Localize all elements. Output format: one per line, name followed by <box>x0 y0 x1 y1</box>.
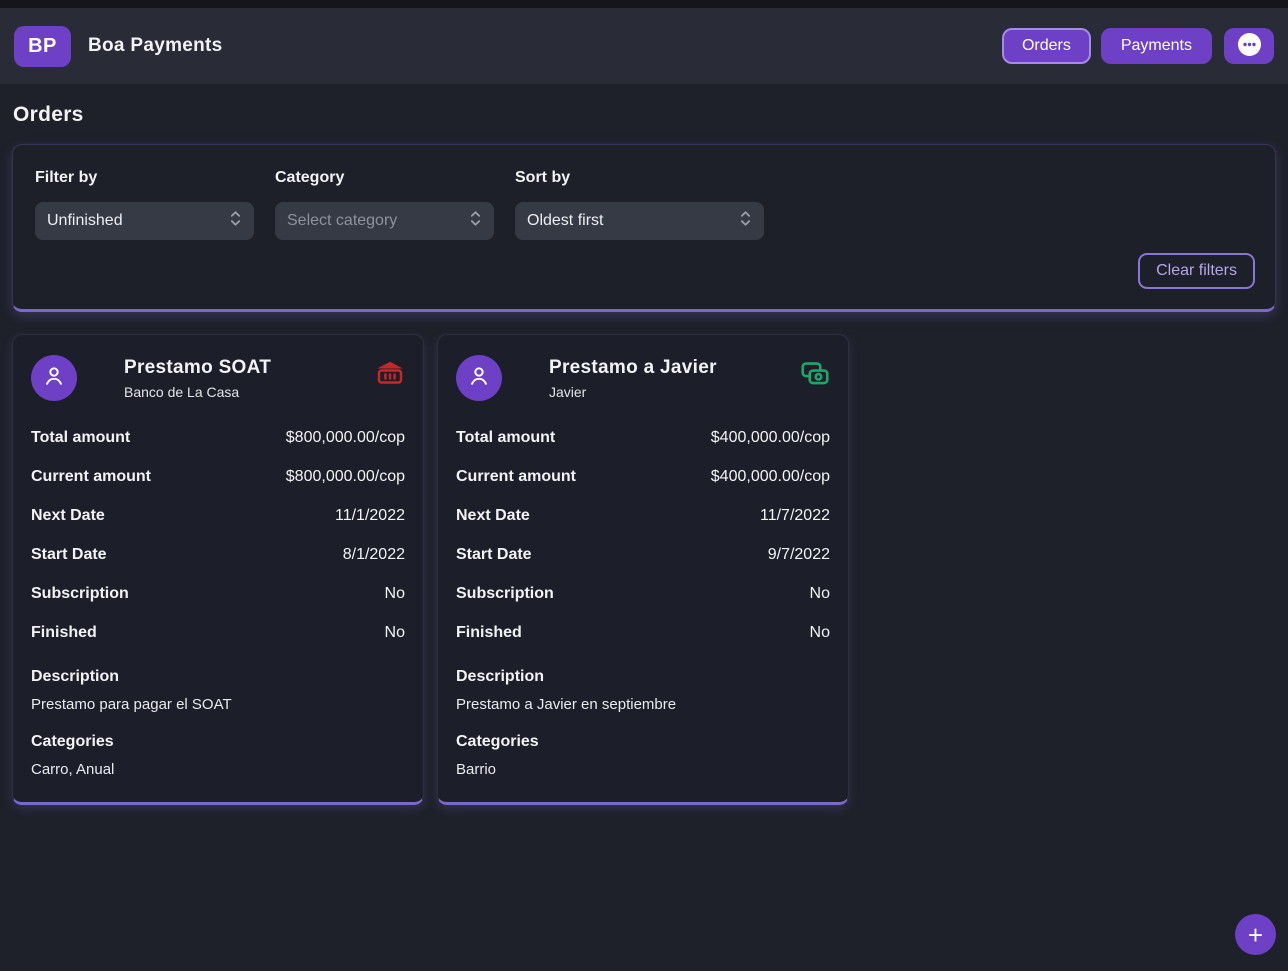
category-placeholder: Select category <box>287 212 398 229</box>
detail-row: Total amount $400,000.00/cop <box>456 418 830 457</box>
categories-text: Barrio <box>456 761 497 778</box>
chevron-up-down-icon <box>739 208 752 234</box>
sort-by-label: Sort by <box>515 169 571 186</box>
sort-by-select[interactable]: Oldest first <box>515 202 764 240</box>
detail-label: Current amount <box>31 467 151 485</box>
detail-label: Subscription <box>456 584 554 602</box>
person-icon <box>466 363 492 394</box>
detail-value: 9/7/2022 <box>767 545 830 563</box>
detail-row: Next Date 11/1/2022 <box>31 496 405 535</box>
categories-section: Categories Carro, Anual <box>31 727 405 782</box>
avatar <box>31 355 77 401</box>
detail-value: 8/1/2022 <box>342 545 405 563</box>
more-menu-button[interactable] <box>1224 28 1274 64</box>
sort-by-value: Oldest first <box>527 212 604 229</box>
order-subtitle: Banco de La Casa <box>124 383 240 400</box>
description-label: Description <box>31 668 120 685</box>
detail-value: $800,000.00/cop <box>285 428 405 446</box>
detail-value: $800,000.00/cop <box>285 467 405 485</box>
chevron-up-down-icon <box>469 208 482 234</box>
detail-row: Finished No <box>456 613 830 652</box>
window-top-strip <box>0 0 1288 8</box>
category-group: Category Select category <box>275 169 494 240</box>
avatar <box>456 355 502 401</box>
cash-icon <box>800 359 830 394</box>
detail-value: $400,000.00/cop <box>710 467 830 485</box>
filter-by-label: Filter by <box>35 169 98 186</box>
description-text: Prestamo a Javier en septiembre <box>456 696 677 713</box>
detail-row: Next Date 11/7/2022 <box>456 496 830 535</box>
person-icon <box>41 363 67 394</box>
filter-by-group: Filter by Unfinished <box>35 169 254 240</box>
filter-by-value: Unfinished <box>47 212 123 229</box>
description-text: Prestamo para pagar el SOAT <box>31 696 232 713</box>
filter-panel: Filter by Unfinished Category Select cat… <box>12 144 1276 312</box>
detail-label: Subscription <box>31 584 129 602</box>
detail-row: Subscription No <box>31 574 405 613</box>
categories-section: Categories Barrio <box>456 727 830 782</box>
detail-label: Finished <box>31 623 97 641</box>
detail-row: Start Date 9/7/2022 <box>456 535 830 574</box>
filter-by-select[interactable]: Unfinished <box>35 202 254 240</box>
category-select[interactable]: Select category <box>275 202 494 240</box>
detail-row: Total amount $800,000.00/cop <box>31 418 405 457</box>
detail-label: Finished <box>456 623 522 641</box>
detail-label: Next Date <box>31 506 105 524</box>
add-order-button[interactable]: + <box>1235 914 1276 955</box>
order-details: Total amount $800,000.00/cop Current amo… <box>31 418 405 652</box>
detail-label: Next Date <box>456 506 530 524</box>
chevron-up-down-icon <box>229 208 242 234</box>
ellipsis-icon <box>1237 32 1262 60</box>
detail-value: No <box>809 584 830 602</box>
order-title: Prestamo SOAT <box>124 356 272 378</box>
detail-value: 11/1/2022 <box>335 506 405 524</box>
detail-row: Current amount $800,000.00/cop <box>31 457 405 496</box>
detail-row: Current amount $400,000.00/cop <box>456 457 830 496</box>
plus-icon: + <box>1247 919 1264 950</box>
description-section: Description Prestamo a Javier en septiem… <box>456 662 830 717</box>
categories-label: Categories <box>31 733 114 750</box>
order-card: Prestamo SOAT Banco de La Casa Total amo… <box>12 334 424 805</box>
detail-value: No <box>384 623 405 641</box>
nav-payments-button[interactable]: Payments <box>1100 28 1212 64</box>
clear-filters-button[interactable]: Clear filters <box>1138 253 1255 289</box>
detail-row: Subscription No <box>456 574 830 613</box>
order-subtitle: Javier <box>549 383 587 400</box>
order-card: Prestamo a Javier Javier Total amount $4… <box>437 334 849 805</box>
detail-value: No <box>384 584 405 602</box>
orders-list: Prestamo SOAT Banco de La Casa Total amo… <box>12 334 1276 805</box>
app-logo: BP <box>14 25 71 67</box>
categories-text: Carro, Anual <box>31 761 115 778</box>
app-header: BP Boa Payments Orders Payments <box>0 8 1288 84</box>
app-title: Boa Payments <box>88 35 223 56</box>
detail-label: Start Date <box>456 545 532 563</box>
nav-orders-button[interactable]: Orders <box>1001 28 1091 64</box>
order-title: Prestamo a Javier <box>549 356 717 378</box>
detail-value: $400,000.00/cop <box>710 428 830 446</box>
detail-row: Start Date 8/1/2022 <box>31 535 405 574</box>
bank-icon <box>375 359 405 394</box>
detail-label: Total amount <box>456 428 556 446</box>
detail-label: Total amount <box>31 428 131 446</box>
category-label: Category <box>275 169 345 186</box>
detail-value: 11/7/2022 <box>760 506 830 524</box>
categories-label: Categories <box>456 733 539 750</box>
sort-by-group: Sort by Oldest first <box>515 169 764 240</box>
description-section: Description Prestamo para pagar el SOAT <box>31 662 405 717</box>
detail-value: No <box>809 623 830 641</box>
description-label: Description <box>456 668 545 685</box>
order-details: Total amount $400,000.00/cop Current amo… <box>456 418 830 652</box>
detail-row: Finished No <box>31 613 405 652</box>
detail-label: Current amount <box>456 467 576 485</box>
page-title: Orders <box>13 103 84 126</box>
detail-label: Start Date <box>31 545 107 563</box>
